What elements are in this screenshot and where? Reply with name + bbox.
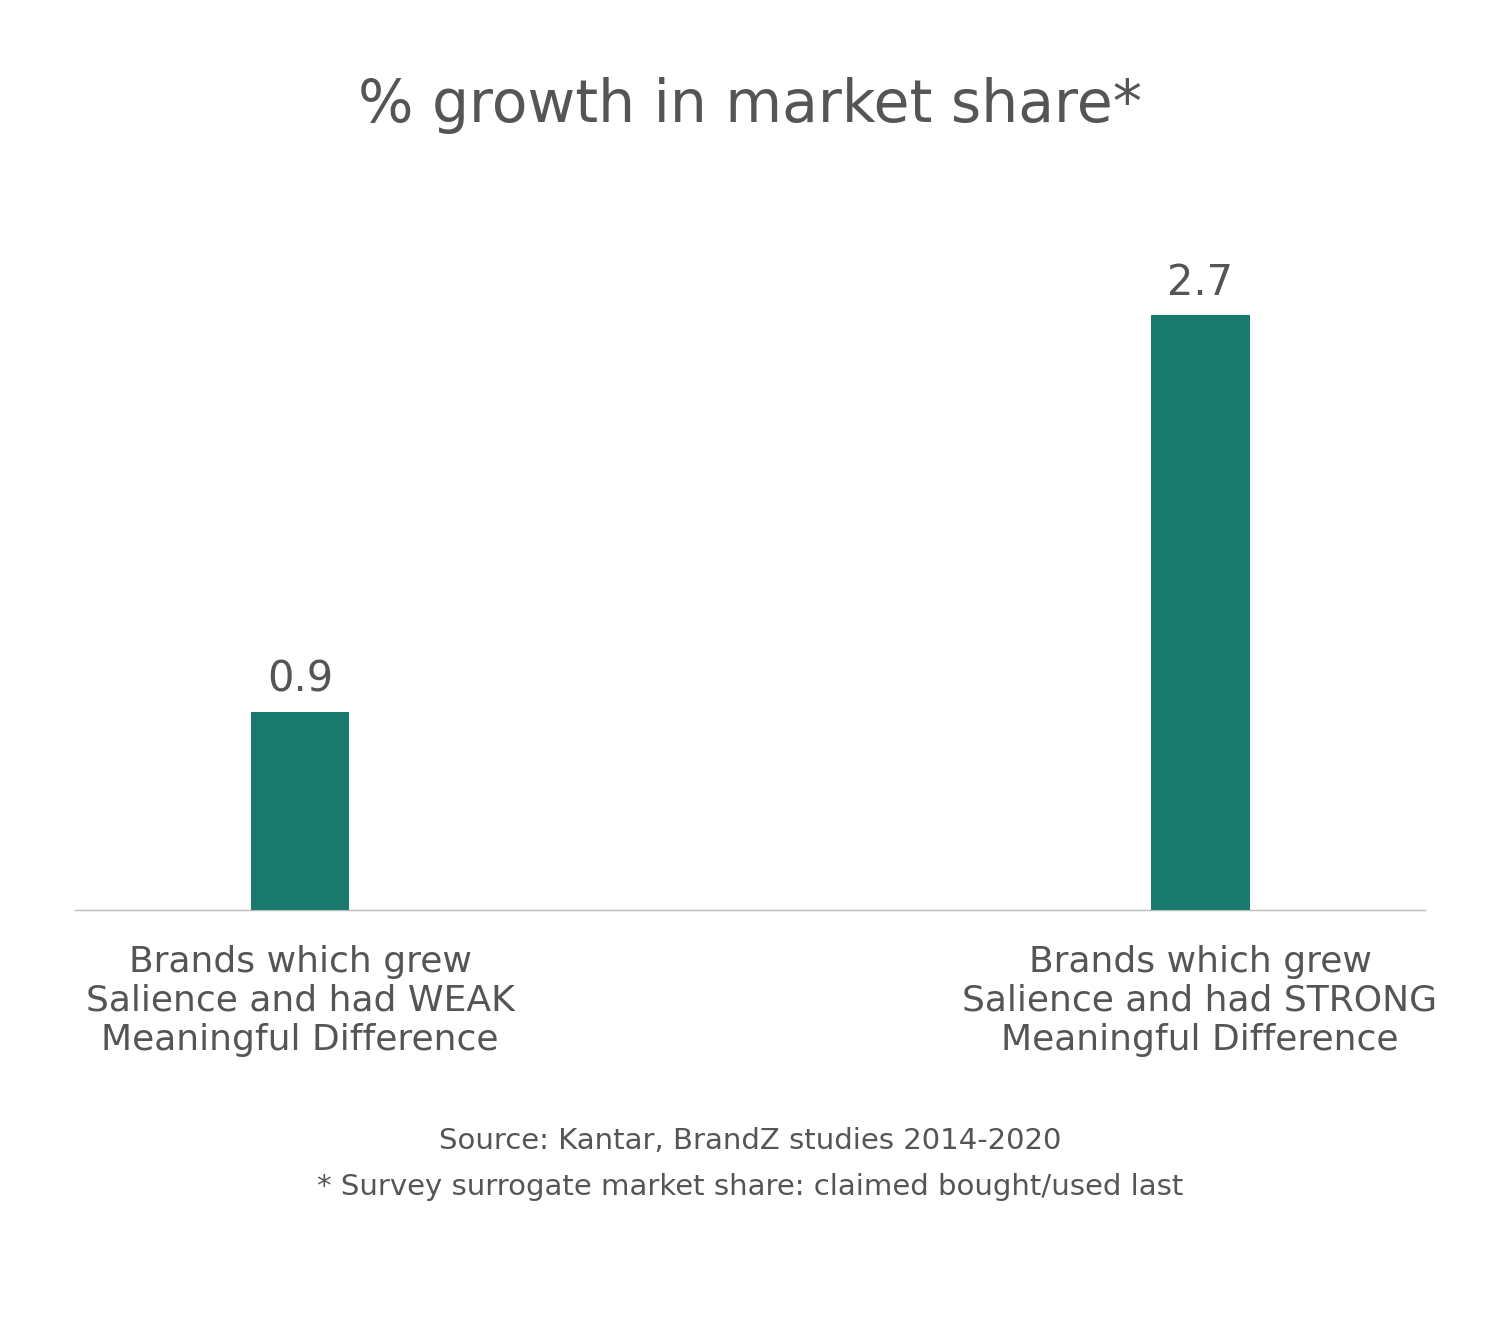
Text: 2.7: 2.7 — [1167, 262, 1233, 304]
Title: % growth in market share*: % growth in market share* — [358, 76, 1142, 134]
Bar — [1150, 314, 1250, 910]
Bar — [251, 712, 350, 910]
Text: Source: Kantar, BrandZ studies 2014-2020
* Survey surrogate market share: claime: Source: Kantar, BrandZ studies 2014-2020… — [316, 1127, 1184, 1202]
Text: 0.9: 0.9 — [267, 658, 333, 701]
